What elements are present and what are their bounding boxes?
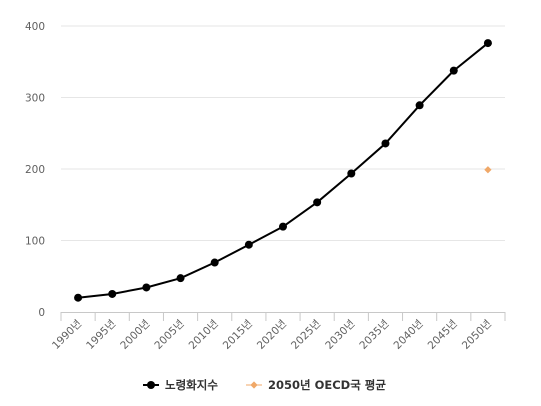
x-tick-label: 2025년 <box>289 318 323 352</box>
legend-circle-marker-icon <box>147 381 155 389</box>
data-point-aging-index[interactable] <box>381 139 390 148</box>
data-point-aging-index[interactable] <box>108 289 117 298</box>
legend-label: 2050년 OECD국 평균 <box>268 378 386 392</box>
data-point-aging-index[interactable] <box>176 274 185 283</box>
legend-item-oecd-average[interactable]: 2050년 OECD국 평균 <box>246 378 386 392</box>
series-layer <box>74 39 492 302</box>
series-line-aging-index <box>77 42 489 299</box>
y-tick-label: 300 <box>25 93 45 105</box>
y-tick-label: 400 <box>25 21 45 33</box>
x-axis: 1990년 1995년 2000년 2005년 2010년 2015년 2020년 2025년… <box>50 312 506 352</box>
x-tick-label: 2045년 <box>426 318 460 352</box>
x-tick-label: 2015년 <box>221 318 255 352</box>
data-point-aging-index[interactable] <box>483 39 492 48</box>
x-tick-label: 1995년 <box>84 318 118 352</box>
y-tick-label: 0 <box>38 307 45 319</box>
data-point-aging-index[interactable] <box>313 198 322 207</box>
legend-item-aging-index[interactable]: 노령화지수 <box>143 378 218 392</box>
data-point-aging-index[interactable] <box>210 258 219 267</box>
legend-label: 노령화지수 <box>165 378 218 392</box>
x-tick-label: 2050년 <box>460 318 494 352</box>
data-point-aging-index[interactable] <box>347 169 356 178</box>
x-tick-label: 2035년 <box>357 318 391 352</box>
x-tick-label: 2010년 <box>187 318 221 352</box>
y-tick-label: 200 <box>25 164 45 176</box>
x-tick-label: 2030년 <box>323 318 357 352</box>
x-tick-label: 2005년 <box>152 318 186 352</box>
legend-diamond-marker-icon <box>250 381 258 389</box>
data-point-aging-index[interactable] <box>244 240 253 249</box>
y-axis-ticks: 0 100 200 300 400 <box>25 21 45 319</box>
data-point-aging-index[interactable] <box>279 222 287 231</box>
legend[interactable]: 노령화지수 2050년 OECD국 평균 <box>143 378 386 392</box>
x-tick-label: 2040년 <box>392 318 426 352</box>
x-tick-label: 2020년 <box>255 318 289 352</box>
x-tick-label: 2000년 <box>118 318 152 352</box>
data-point-oecd-average[interactable] <box>484 166 492 174</box>
data-point-aging-index[interactable] <box>449 66 458 75</box>
data-point-aging-index[interactable] <box>142 283 151 292</box>
y-tick-label: 100 <box>25 236 45 248</box>
data-point-aging-index[interactable] <box>415 101 424 110</box>
data-point-aging-index[interactable] <box>74 293 83 302</box>
x-tick-label: 1990년 <box>50 318 84 352</box>
grid-lines <box>61 25 505 241</box>
